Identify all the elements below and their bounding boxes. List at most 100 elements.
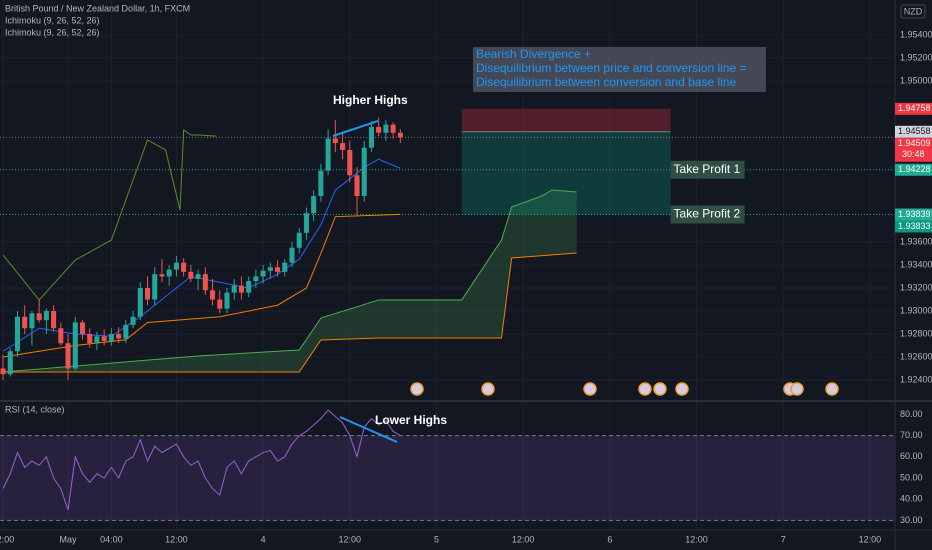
candle-body (282, 262, 288, 272)
rsi-band (0, 435, 895, 521)
y-tick-label: 1.95200 (900, 52, 932, 62)
price-label-box (895, 163, 932, 176)
price-label-box (895, 208, 932, 221)
x-tick-label: 12:00 (512, 534, 535, 544)
candle-body (137, 287, 143, 317)
candle-body (116, 333, 122, 339)
event-badge[interactable] (653, 382, 667, 396)
y-tick-label: 1.93400 (900, 259, 932, 269)
price-label: 1.94558 (898, 126, 931, 136)
candle-body (318, 170, 324, 196)
candle-body (253, 276, 259, 282)
event-badge[interactable] (825, 382, 839, 396)
candle-body (58, 328, 64, 344)
x-tick-label: 12:00 (165, 534, 188, 544)
candle-body (195, 274, 201, 279)
ichimoku-span-a (2, 189, 577, 373)
x-tick-label: 7 (781, 534, 786, 544)
candle-body (51, 310, 57, 329)
candle-body (130, 316, 136, 325)
candle-body (376, 126, 382, 133)
candle-body (166, 269, 172, 277)
y-tick-label: 1.92600 (900, 351, 932, 361)
candle-body (340, 143, 346, 150)
ichimoku-base (2, 213, 401, 358)
candle-body (361, 147, 367, 196)
candle-body (267, 267, 273, 271)
event-badge[interactable] (638, 382, 652, 396)
currency-label[interactable]: NZD (904, 6, 923, 16)
candle-body (181, 262, 187, 272)
price-label: 1.93839 (898, 209, 931, 219)
y-tick-label: 50.00 (900, 472, 923, 482)
price-label: 1.93833 (898, 221, 931, 231)
candle-body (238, 285, 244, 293)
candle-body (275, 267, 281, 272)
candle-body (159, 274, 165, 277)
take-profit-label: Take Profit 1 (674, 162, 741, 176)
y-tick-label: 40.00 (900, 494, 923, 504)
event-badge[interactable] (410, 382, 424, 396)
x-tick-label: 04:00 (100, 534, 123, 544)
candle-body (224, 292, 230, 309)
event-badge[interactable] (790, 382, 804, 396)
x-tick-label: 6 (607, 534, 612, 544)
take-profit-box (670, 205, 745, 224)
y-tick-label: 1.93600 (900, 236, 932, 246)
candle-body (36, 313, 42, 321)
event-badge[interactable] (675, 382, 689, 396)
candle-body (7, 351, 13, 375)
y-tick-label: 30.00 (900, 515, 923, 525)
candle-body (101, 336, 107, 341)
candle-body (108, 333, 114, 341)
take-profit-label: Take Profit 2 (674, 207, 741, 221)
y-tick-label: 1.93200 (900, 282, 932, 292)
candle-body (210, 290, 216, 300)
candle-body (217, 299, 223, 309)
candle-body (296, 232, 302, 248)
divergence-line (339, 416, 398, 443)
price-label-box (895, 125, 932, 138)
candle-body (325, 138, 331, 171)
divergence-line (332, 120, 379, 137)
candle-body (383, 124, 389, 133)
candle-body (87, 333, 93, 344)
note-line: Disequilibrium between price and convers… (476, 61, 746, 75)
indicator-label: Ichimoku (9, 26, 52, 26) (5, 15, 100, 25)
event-badge[interactable] (481, 382, 495, 396)
take-profit-box (670, 160, 745, 179)
candle-body (14, 316, 21, 352)
countdown-label: 30:48 (902, 149, 925, 159)
y-tick-label: 1.95000 (900, 75, 932, 85)
chart-title: British Pound / New Zealand Dollar, 1h, … (5, 3, 190, 13)
candle-body (0, 368, 6, 375)
x-tick-label: 12:00 (859, 534, 882, 544)
rsi-title: RSI (14, close) (5, 404, 65, 414)
lower-highs-label: Lower Highs (375, 413, 447, 427)
x-tick-label: 12:00 (685, 534, 708, 544)
stop-zone (461, 108, 671, 132)
candle-body (368, 126, 374, 148)
candle-body (231, 285, 237, 293)
indicator-label: Ichimoku (9, 26, 52, 26) (5, 27, 100, 37)
note-line: Disequilibrium between conversion and ba… (476, 75, 736, 89)
candle-body (94, 336, 100, 344)
rsi-line (2, 409, 401, 510)
y-tick-label: 80.00 (900, 409, 923, 419)
candle-body (144, 287, 151, 300)
candle-body (29, 313, 35, 329)
candle-body (311, 195, 317, 214)
currency-box[interactable] (900, 4, 926, 19)
candle-body (303, 213, 309, 233)
higher-highs-label: Higher Highs (333, 93, 408, 107)
candle-body (72, 322, 78, 369)
note-line: Bearish Divergence + (476, 47, 591, 61)
candle-body (354, 175, 360, 196)
candle-body (390, 124, 396, 133)
event-badge[interactable] (583, 382, 597, 396)
x-tick-label: 4 (261, 534, 266, 544)
ichimoku-lagging (2, 129, 217, 301)
note-box (473, 47, 766, 92)
candle-body (347, 149, 353, 176)
